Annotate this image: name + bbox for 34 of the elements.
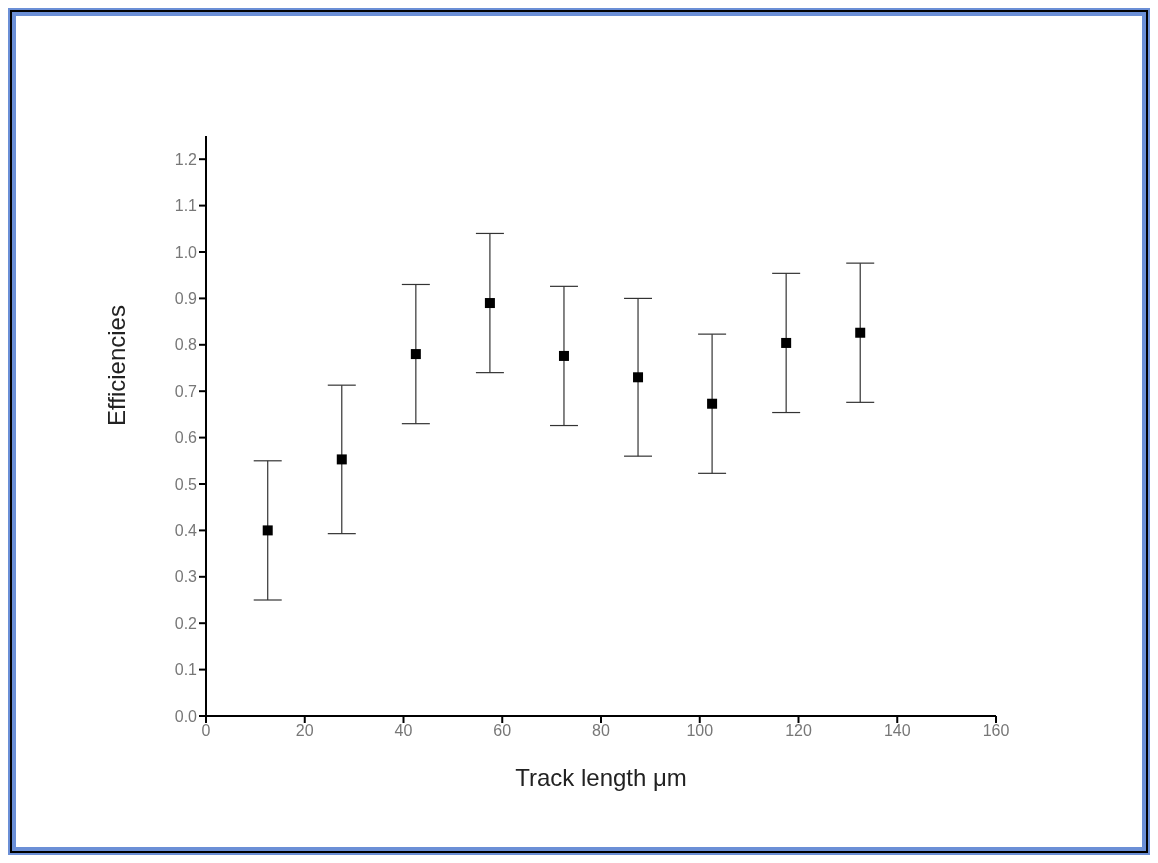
x-tick-label: 0 (201, 722, 211, 740)
x-tick-label: 160 (982, 722, 1010, 740)
point (781, 337, 792, 348)
x-tick-label: 60 (493, 722, 512, 740)
x-tick-label: 40 (394, 722, 413, 740)
x-tick-label: 20 (295, 722, 314, 740)
point (484, 298, 495, 309)
y-tick-label: 0.5 (174, 475, 198, 493)
picture-frame: 0 20 40 60 80 100 120 140 160 Track length μm 0.0 0.1 0.2 0.3 0.4 0.5 0.6 0.7 0.8 0.9 1.0 1.1 1.2 Efficiencies (8, 8, 1150, 855)
y-tick-label: 0.2 (174, 614, 198, 632)
y-tick-label: 1.0 (174, 243, 198, 261)
y-tick-label: 0.1 (174, 661, 198, 679)
y-axis-title: Efficiencies (102, 305, 130, 426)
y-tick-label: 0.9 (174, 290, 198, 308)
y-tick-label: 0.6 (174, 429, 198, 447)
point (558, 350, 569, 361)
point (410, 349, 421, 360)
point (633, 372, 644, 383)
y-tick-label: 1.1 (174, 197, 198, 215)
point (336, 454, 347, 465)
point (855, 327, 866, 338)
x-tick-label: 140 (883, 722, 911, 740)
y-tick-label: 0.4 (174, 522, 198, 540)
y-tick-label: 0.7 (174, 382, 198, 400)
x-tick-label: 100 (686, 722, 714, 740)
y-tick-label: 0.8 (174, 336, 198, 354)
point (262, 525, 273, 536)
x-axis-title: Track length μm (515, 764, 687, 791)
y-tick-label: 0.0 (174, 707, 198, 725)
x-tick-label: 120 (785, 722, 812, 740)
y-tick-label: 0.3 (174, 568, 198, 586)
x-tick-label: 80 (592, 722, 610, 740)
point (707, 398, 718, 409)
y-tick-label: 1.2 (174, 150, 198, 168)
